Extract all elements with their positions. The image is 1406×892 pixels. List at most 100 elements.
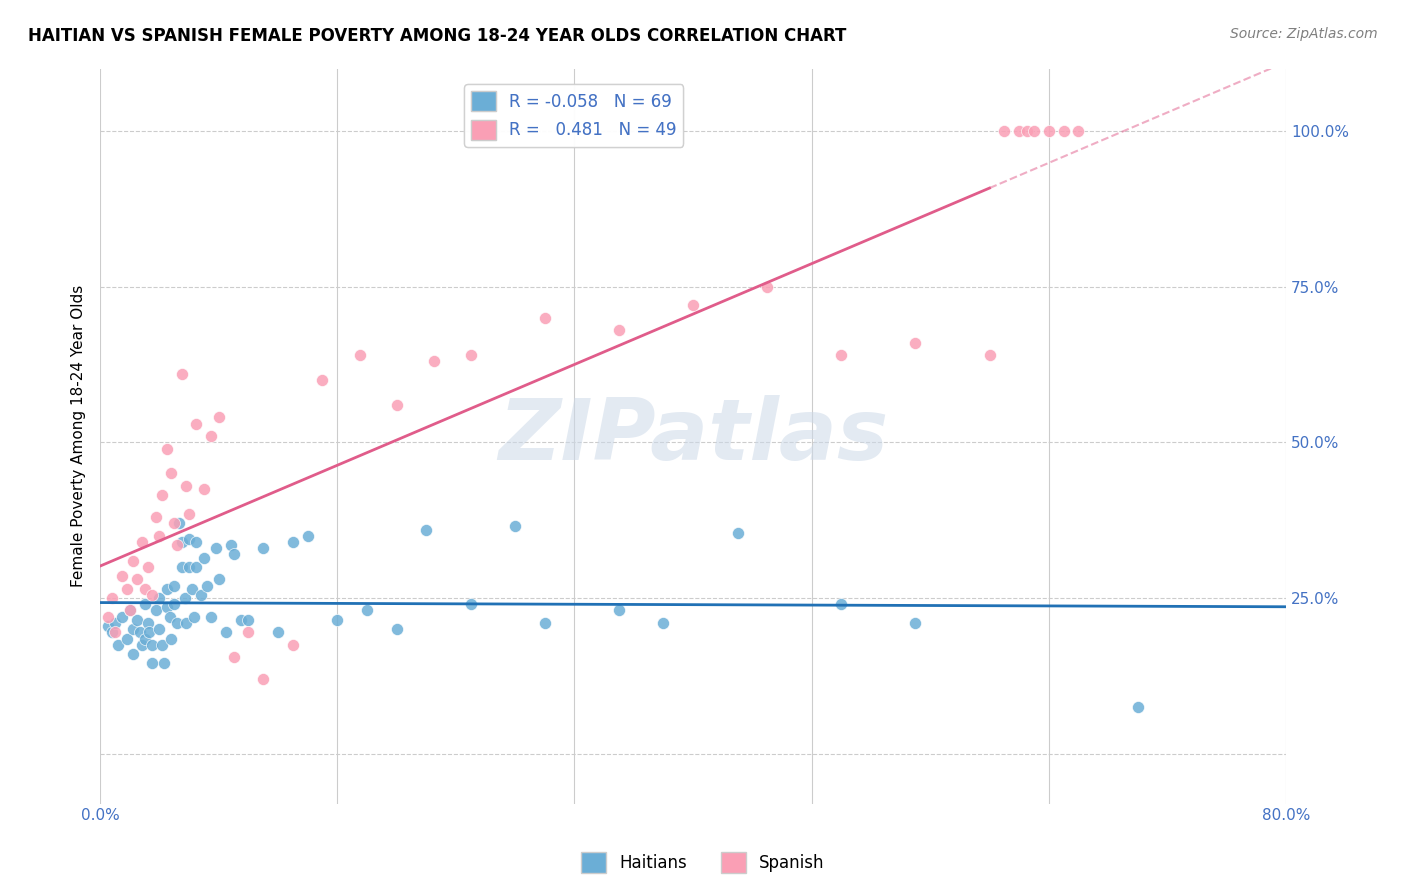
Point: [96, 619, 118, 633]
Point: [222, 650, 245, 665]
Point: [297, 529, 319, 543]
Point: [141, 638, 163, 652]
Point: [607, 323, 630, 337]
Point: [115, 582, 138, 596]
Point: [163, 516, 186, 531]
Point: [148, 529, 170, 543]
Point: [177, 560, 200, 574]
Point: [267, 625, 290, 640]
Point: [1126, 700, 1149, 714]
Point: [311, 373, 333, 387]
Point: [121, 622, 143, 636]
Point: [118, 603, 141, 617]
Point: [1015, 124, 1038, 138]
Point: [127, 613, 149, 627]
Point: [156, 600, 179, 615]
Point: [173, 591, 195, 605]
Point: [121, 647, 143, 661]
Point: [141, 657, 163, 671]
Point: [177, 507, 200, 521]
Point: [170, 367, 193, 381]
Point: [1052, 124, 1074, 138]
Point: [349, 348, 371, 362]
Point: [756, 279, 779, 293]
Point: [186, 535, 208, 549]
Point: [186, 417, 208, 431]
Point: [177, 532, 200, 546]
Point: [281, 535, 304, 549]
Point: [326, 613, 349, 627]
Point: [170, 560, 193, 574]
Point: [215, 625, 238, 640]
Point: [134, 632, 156, 646]
Point: [163, 578, 186, 592]
Point: [118, 603, 141, 617]
Point: [163, 597, 186, 611]
Point: [238, 613, 260, 627]
Point: [150, 488, 173, 502]
Point: [134, 597, 156, 611]
Point: [156, 442, 179, 456]
Point: [115, 632, 138, 646]
Point: [166, 538, 188, 552]
Point: [134, 582, 156, 596]
Point: [166, 615, 188, 630]
Text: Source: ZipAtlas.com: Source: ZipAtlas.com: [1230, 27, 1378, 41]
Point: [356, 603, 378, 617]
Point: [460, 348, 482, 362]
Point: [904, 615, 927, 630]
Point: [252, 672, 274, 686]
Point: [136, 615, 159, 630]
Point: [222, 548, 245, 562]
Point: [186, 560, 208, 574]
Point: [830, 597, 852, 611]
Point: [208, 410, 231, 425]
Point: [101, 625, 124, 640]
Text: HAITIAN VS SPANISH FEMALE POVERTY AMONG 18-24 YEAR OLDS CORRELATION CHART: HAITIAN VS SPANISH FEMALE POVERTY AMONG …: [28, 27, 846, 45]
Point: [107, 638, 129, 652]
Point: [159, 609, 181, 624]
Point: [145, 510, 167, 524]
Point: [104, 615, 127, 630]
Point: [174, 615, 197, 630]
Point: [195, 578, 218, 592]
Point: [104, 625, 127, 640]
Point: [138, 625, 160, 640]
Point: [145, 603, 167, 617]
Point: [148, 591, 170, 605]
Point: [127, 572, 149, 586]
Point: [121, 554, 143, 568]
Point: [193, 482, 215, 496]
Point: [385, 398, 408, 412]
Point: [160, 632, 183, 646]
Point: [1067, 124, 1090, 138]
Y-axis label: Female Poverty Among 18-24 Year Olds: Female Poverty Among 18-24 Year Olds: [72, 285, 86, 587]
Point: [979, 348, 1001, 362]
Point: [904, 335, 927, 350]
Point: [174, 479, 197, 493]
Point: [682, 298, 704, 312]
Point: [252, 541, 274, 556]
Point: [200, 429, 222, 443]
Point: [167, 516, 190, 531]
Point: [190, 588, 212, 602]
Point: [208, 572, 231, 586]
Point: [129, 625, 152, 640]
Point: [170, 535, 193, 549]
Point: [281, 638, 304, 652]
Point: [131, 535, 153, 549]
Point: [533, 310, 555, 325]
Point: [415, 523, 437, 537]
Point: [385, 622, 408, 636]
Point: [153, 657, 176, 671]
Point: [181, 582, 204, 596]
Point: [131, 638, 153, 652]
Point: [1038, 124, 1060, 138]
Point: [160, 467, 183, 481]
Point: [607, 603, 630, 617]
Point: [993, 124, 1015, 138]
Point: [148, 622, 170, 636]
Point: [183, 609, 205, 624]
Point: [96, 609, 118, 624]
Point: [101, 591, 124, 605]
